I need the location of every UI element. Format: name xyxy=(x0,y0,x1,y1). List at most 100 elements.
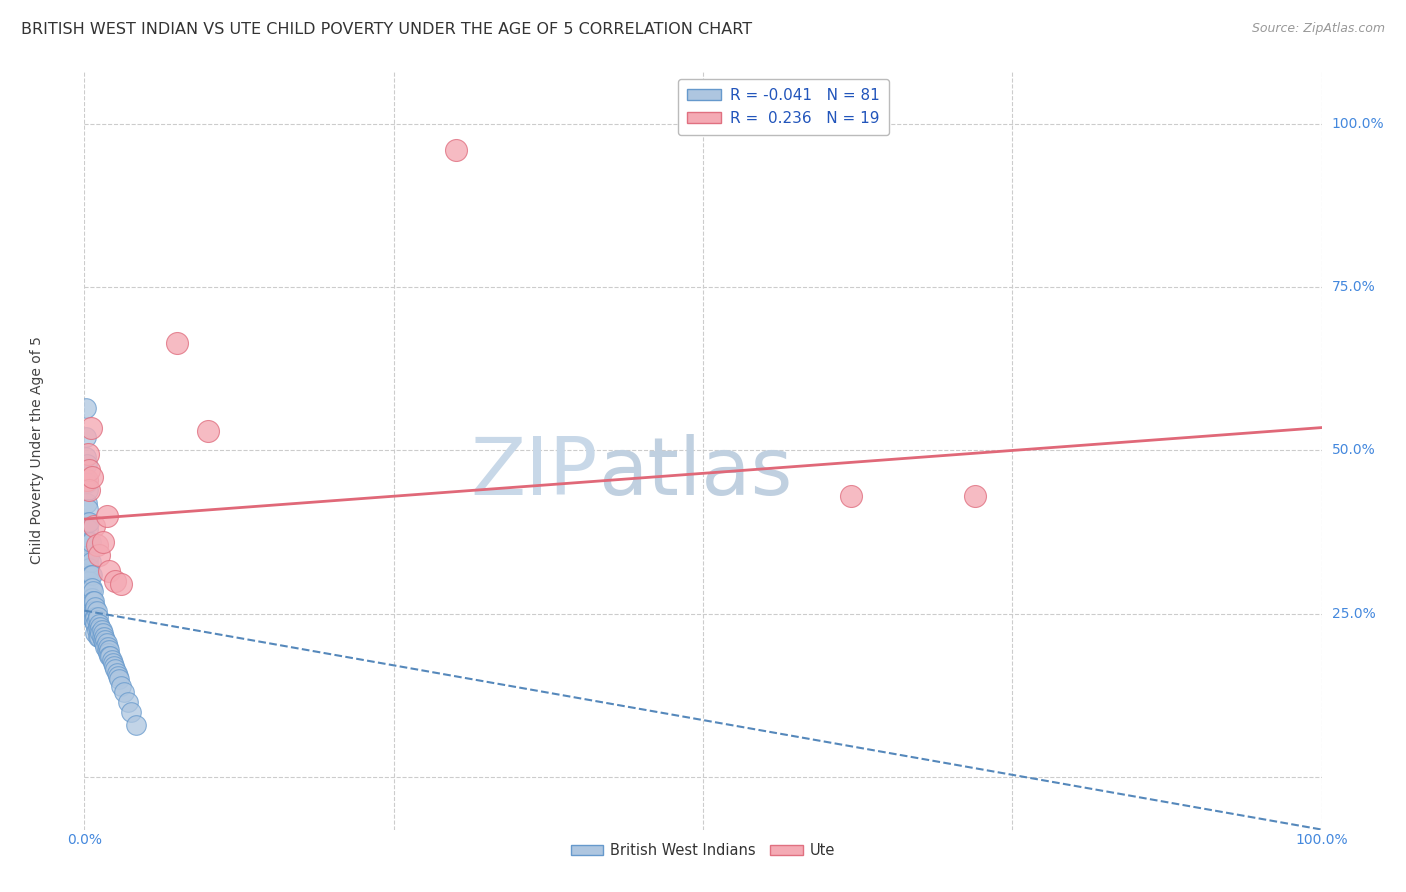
Point xyxy=(98,642,121,657)
Point xyxy=(97,646,120,660)
Text: Child Poverty Under the Age of 5: Child Poverty Under the Age of 5 xyxy=(31,336,45,565)
Point xyxy=(84,626,107,640)
Point xyxy=(77,502,100,516)
Point xyxy=(80,581,103,595)
Point xyxy=(84,610,107,624)
Text: atlas: atlas xyxy=(598,434,792,512)
Point xyxy=(101,656,124,670)
Point xyxy=(83,594,105,608)
Point xyxy=(89,624,111,638)
Point xyxy=(89,626,111,640)
Point xyxy=(82,594,104,608)
Point xyxy=(108,672,131,686)
Point xyxy=(79,561,101,575)
Point xyxy=(87,630,110,644)
Point xyxy=(103,659,125,673)
Point xyxy=(80,610,103,624)
Point xyxy=(98,649,121,664)
Point xyxy=(79,567,101,582)
Point xyxy=(75,401,97,415)
Point xyxy=(76,476,98,491)
Point xyxy=(98,649,121,664)
Point xyxy=(80,600,103,615)
Point xyxy=(94,640,117,654)
Point xyxy=(77,555,100,569)
Point xyxy=(77,538,100,552)
Point xyxy=(110,679,132,693)
Point xyxy=(86,538,108,552)
Point xyxy=(91,626,114,640)
Text: 50.0%: 50.0% xyxy=(1331,443,1375,458)
Point xyxy=(79,535,101,549)
Point xyxy=(76,535,98,549)
Point xyxy=(76,473,98,487)
Point xyxy=(98,565,121,579)
Point xyxy=(91,633,114,648)
Point xyxy=(80,591,103,605)
Text: 100.0%: 100.0% xyxy=(1295,833,1348,847)
Point xyxy=(125,718,148,732)
Point xyxy=(94,633,117,648)
Point xyxy=(83,604,105,618)
Legend: British West Indians, Ute: British West Indians, Ute xyxy=(565,838,841,864)
Text: 0.0%: 0.0% xyxy=(67,833,101,847)
Point xyxy=(89,548,111,562)
Point xyxy=(93,636,115,650)
Point xyxy=(97,640,120,654)
Point xyxy=(86,604,108,618)
Point xyxy=(83,614,105,628)
Point xyxy=(89,616,111,631)
Point xyxy=(96,636,118,650)
Point xyxy=(107,669,129,683)
Point xyxy=(96,642,118,657)
Point xyxy=(104,574,127,589)
Point xyxy=(87,620,110,634)
Point xyxy=(79,574,101,589)
Point xyxy=(89,630,111,644)
Point xyxy=(105,665,128,680)
Point xyxy=(83,518,105,533)
Point xyxy=(93,630,115,644)
Point xyxy=(86,624,108,638)
Point xyxy=(79,516,101,530)
Point xyxy=(96,508,118,523)
Text: ZIP: ZIP xyxy=(471,434,598,512)
Point xyxy=(77,447,100,461)
Point xyxy=(117,695,139,709)
Point xyxy=(77,483,100,497)
Point xyxy=(90,630,112,644)
Point xyxy=(75,450,97,464)
Point xyxy=(112,685,135,699)
Point xyxy=(90,624,112,638)
Text: 100.0%: 100.0% xyxy=(1331,117,1384,130)
Point xyxy=(79,591,101,605)
Text: 75.0%: 75.0% xyxy=(1331,280,1375,294)
Point xyxy=(82,604,104,618)
Text: 25.0%: 25.0% xyxy=(1331,607,1375,621)
Point xyxy=(965,489,987,503)
Point xyxy=(79,555,101,569)
Point xyxy=(80,469,103,483)
Point xyxy=(77,567,100,582)
Point xyxy=(79,548,101,562)
Point xyxy=(197,424,219,438)
Point xyxy=(110,577,132,591)
Point xyxy=(104,662,127,676)
Point xyxy=(82,584,104,599)
Point xyxy=(82,614,104,628)
Point xyxy=(841,489,863,503)
Point xyxy=(84,600,107,615)
Point xyxy=(444,143,467,157)
Point xyxy=(79,581,101,595)
Text: Source: ZipAtlas.com: Source: ZipAtlas.com xyxy=(1251,22,1385,36)
Point xyxy=(86,614,108,628)
Point xyxy=(87,610,110,624)
Point xyxy=(76,496,98,510)
Point xyxy=(79,483,101,497)
Point xyxy=(76,516,98,530)
Point xyxy=(75,473,97,487)
Point xyxy=(79,600,101,615)
Point xyxy=(166,335,188,350)
Point xyxy=(75,430,97,444)
Point xyxy=(100,652,122,666)
